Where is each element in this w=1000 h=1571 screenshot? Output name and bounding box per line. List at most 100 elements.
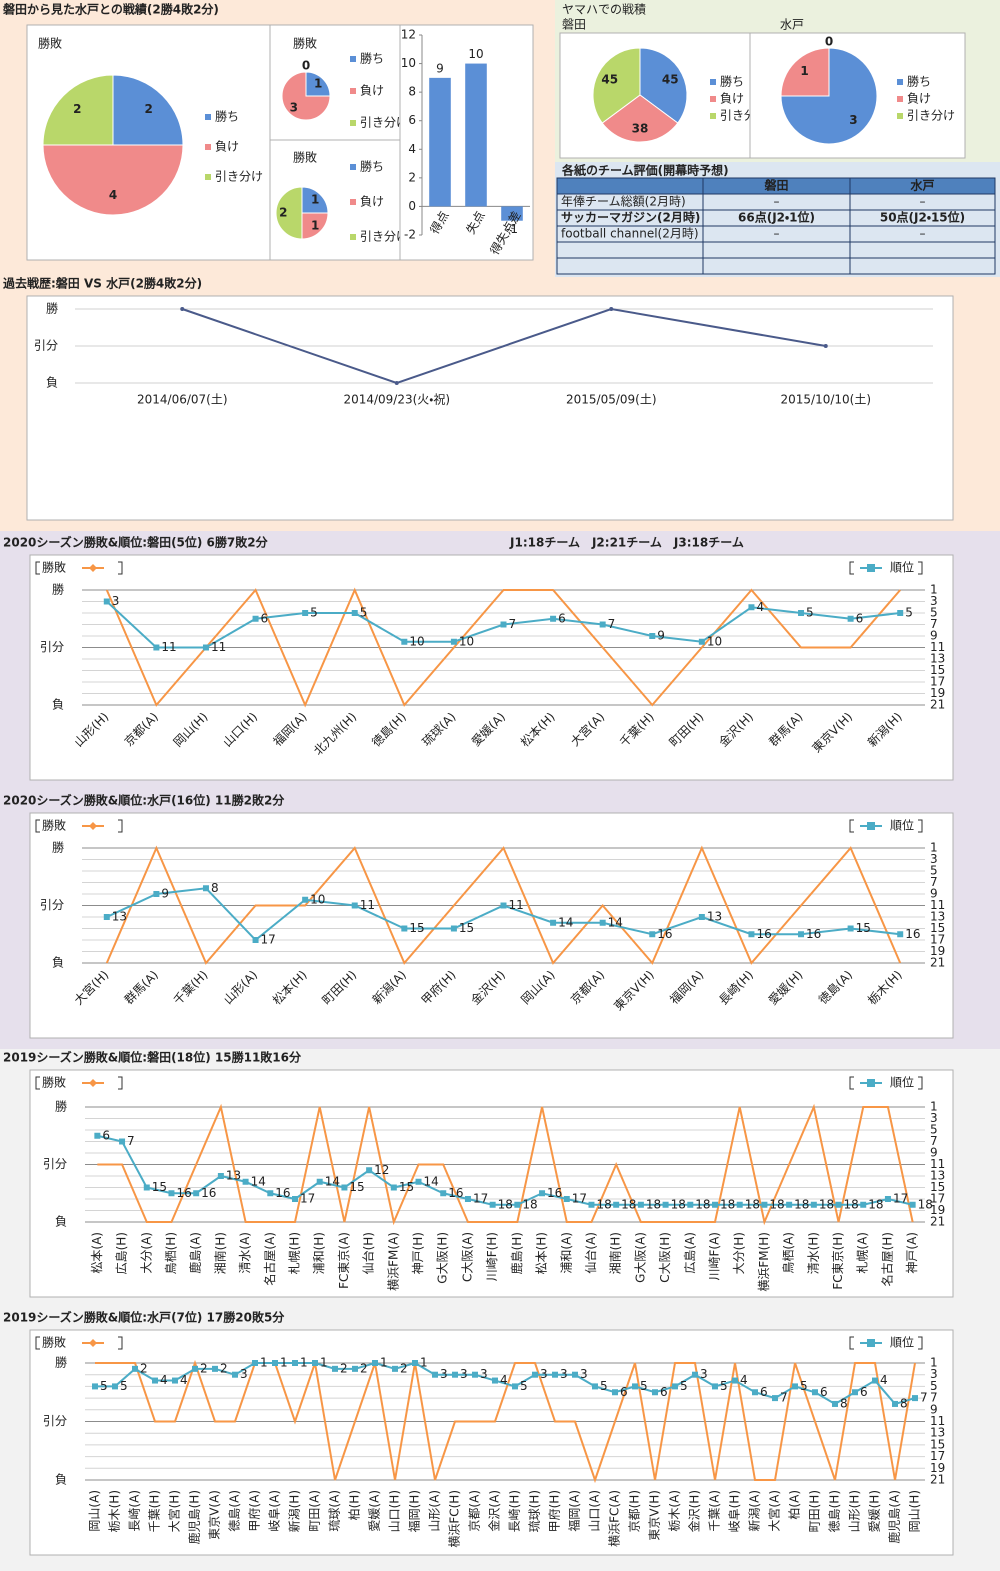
table-value: – <box>920 227 926 241</box>
data-label: 18 <box>720 1197 735 1211</box>
point <box>312 1360 318 1366</box>
point <box>267 1190 274 1197</box>
section-title: ヤマハでの戦積 <box>562 2 646 17</box>
pie-slice <box>780 47 830 97</box>
legend-marker <box>89 1079 97 1087</box>
x-tick-label: 札幌(A) <box>855 1232 870 1274</box>
data-label: 5 <box>310 606 318 620</box>
y-tick-label: -2 <box>404 228 416 242</box>
data-label: 7 <box>608 617 616 631</box>
data-label: 3 <box>700 1367 708 1381</box>
x-tick-label: 浦和(A) <box>559 1232 573 1274</box>
series-line <box>97 1103 914 1226</box>
point <box>792 1383 798 1390</box>
data-label: 2 <box>340 1361 348 1375</box>
x-tick-label: 神戸(H) <box>410 1232 425 1274</box>
point <box>892 1400 898 1407</box>
pie-slice <box>601 94 679 143</box>
table-title: 各紙のチーム評価(開幕時予想) <box>561 163 729 178</box>
y2-tick-label: 13 <box>930 1169 945 1183</box>
data-label: 18 <box>868 1197 883 1211</box>
data-label: 4 <box>740 1373 748 1387</box>
x-tick-label: C大阪(H) <box>658 1232 672 1283</box>
data-label: 5 <box>800 1379 808 1393</box>
table-value: – <box>920 195 926 209</box>
legend-marker <box>89 822 97 830</box>
point <box>632 1383 638 1390</box>
data-label: 7 <box>509 617 517 631</box>
x-tick-label: 徳島(A) <box>227 1490 242 1532</box>
point <box>532 1371 538 1378</box>
data-label: 1 <box>300 1356 308 1370</box>
point <box>649 633 656 639</box>
point <box>202 885 209 892</box>
legend-bracket <box>918 561 923 575</box>
y2-tick-label: 3 <box>930 852 938 866</box>
x-tick-label: 清水(H) <box>806 1232 820 1274</box>
data-label: 5 <box>720 1379 728 1393</box>
y-tick-label: 負 <box>46 376 58 390</box>
x-tick-label: G大阪(H) <box>436 1232 450 1284</box>
data-label: 4 <box>109 188 117 202</box>
point <box>202 644 209 651</box>
data-label: 1 <box>320 1356 328 1370</box>
x-tick-label: 山形(H) <box>848 1490 862 1532</box>
y2-tick-label: 3 <box>930 1111 938 1125</box>
point <box>252 937 259 943</box>
point <box>351 902 358 909</box>
legend-label: 勝ち <box>360 159 384 174</box>
data-label: 16 <box>806 927 821 941</box>
y-tick-label: 負 <box>55 1473 67 1487</box>
legend-swatch <box>710 96 716 102</box>
point <box>649 931 656 938</box>
data-label: 13 <box>112 910 127 924</box>
y2-tick-label: 1 <box>930 1356 938 1370</box>
data-label: 13 <box>707 910 722 924</box>
y2-tick-label: 11 <box>930 1414 945 1428</box>
point <box>662 1201 669 1208</box>
x-tick-label: 横浜FC(A) <box>608 1490 622 1547</box>
point <box>912 1395 918 1402</box>
point <box>292 1360 298 1366</box>
legend-bracket <box>35 1336 40 1350</box>
data-label: 8 <box>840 1396 848 1410</box>
legend-bracket <box>918 1076 923 1090</box>
table-column: 水戸 <box>909 178 934 193</box>
data-label: 3 <box>112 594 120 608</box>
point <box>588 1201 595 1208</box>
data-label: 0 <box>302 59 310 73</box>
y2-tick-label: 19 <box>930 686 945 700</box>
panel <box>29 812 954 1039</box>
x-tick-label: 鹿島(H) <box>509 1232 524 1274</box>
x-tick-label: 徳島(H) <box>827 1490 842 1532</box>
x-tick-label: 仙台(H) <box>361 1232 376 1274</box>
series-line <box>95 1359 916 1484</box>
point <box>897 610 904 616</box>
legend-bracket <box>118 1076 123 1090</box>
table-row-label: football channel(2月時) <box>561 227 699 241</box>
point <box>572 1371 578 1378</box>
y2-tick-label: 1 <box>930 1100 938 1114</box>
panel <box>29 1329 954 1556</box>
point <box>450 638 457 645</box>
y-tick-label: 0 <box>408 199 416 213</box>
point <box>103 598 110 605</box>
y2-tick-label: 7 <box>930 1391 938 1405</box>
data-label: 8 <box>900 1396 908 1410</box>
legend-label: 負け <box>360 84 384 98</box>
legend-swatch <box>350 88 356 94</box>
point <box>550 919 557 926</box>
point <box>652 1389 658 1396</box>
y-tick-label: 負 <box>52 698 64 712</box>
data-label: 1 <box>420 1356 428 1370</box>
point <box>452 1371 458 1378</box>
legend-swatch <box>205 114 211 120</box>
y2-tick-label: 5 <box>930 864 938 878</box>
data-label: 14 <box>325 1174 340 1188</box>
x-tick-label: 山形(A) <box>428 1490 442 1532</box>
data-label: 6 <box>620 1385 628 1399</box>
data-label: 17 <box>261 933 276 947</box>
point <box>492 1377 498 1384</box>
